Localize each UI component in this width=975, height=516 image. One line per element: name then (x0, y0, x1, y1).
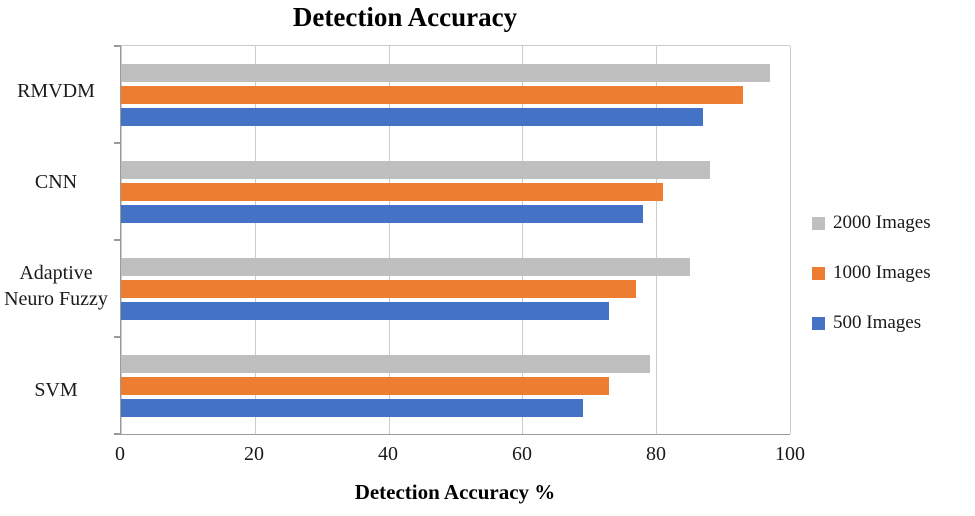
bar-group-adaptive-neuro-fuzzy (121, 257, 790, 320)
x-tick-20: 20 (244, 443, 264, 465)
bar-cnn-2000-images (121, 160, 710, 179)
legend-item-2000-images: 2000 Images (812, 212, 975, 234)
x-tick-100: 100 (775, 443, 805, 465)
legend-swatch-500-images (812, 316, 825, 330)
y-axis-tick-mark (114, 45, 121, 47)
legend-item-500-images: 500 Images (812, 312, 975, 334)
y-axis-tick-mark (114, 336, 121, 338)
bar-group-svm (121, 354, 790, 417)
x-axis-title: Detection Accuracy % (354, 480, 556, 504)
bar-rmvdm-500-images (121, 107, 704, 126)
plot-area (114, 45, 791, 435)
bar-cnn-1000-images (121, 182, 663, 201)
bar-svm-1000-images (121, 376, 610, 395)
legend-label-500-images: 500 Images (833, 312, 922, 333)
x-axis-tick-labels: 0 20 40 60 80 100 (115, 443, 805, 469)
gridline-100 (790, 46, 791, 434)
category-label-cnn: CNN (34, 170, 78, 193)
bar-adaptive-neuro-fuzzy-500-images (121, 301, 610, 320)
y-axis-tick-mark (114, 433, 121, 435)
gridline-60 (522, 46, 524, 434)
legend-swatch-1000-images (812, 266, 825, 280)
legend-label-2000-images: 2000 Images (833, 212, 931, 233)
legend-swatch-2000-images (812, 216, 825, 230)
legend-item-1000-images: 1000 Images (812, 262, 975, 284)
x-tick-40: 40 (378, 443, 398, 465)
bar-adaptive-neuro-fuzzy-1000-images (121, 279, 637, 298)
gridline-40 (388, 46, 390, 434)
x-tick-60: 60 (512, 443, 532, 465)
chart-title: Detection Accuracy (292, 2, 518, 32)
category-label-svm: SVM (34, 378, 78, 401)
x-tick-0: 0 (115, 443, 125, 465)
gridline-80 (656, 46, 658, 434)
bar-group-rmvdm (121, 63, 790, 126)
legend: 2000 Images 1000 Images 500 Images (812, 212, 975, 334)
y-axis-tick-mark (114, 142, 121, 144)
y-axis-category-labels: RMVDM CNN Adaptive Neuro Fuzzy SVM (0, 45, 112, 435)
bar-group-cnn (121, 160, 790, 223)
gridline-20 (254, 46, 256, 434)
bar-adaptive-neuro-fuzzy-2000-images (121, 257, 690, 276)
bar-cnn-500-images (121, 204, 643, 223)
bar-rmvdm-2000-images (121, 63, 770, 82)
y-axis-tick-mark (114, 239, 121, 241)
gridline-0 (121, 46, 122, 434)
bar-svm-2000-images (121, 354, 650, 373)
category-label-rmvdm: RMVDM (17, 79, 95, 102)
bar-svm-500-images (121, 398, 583, 417)
category-label-adaptive-neuro-fuzzy: Adaptive Neuro Fuzzy (4, 261, 108, 310)
legend-label-1000-images: 1000 Images (833, 262, 931, 283)
x-tick-80: 80 (646, 443, 666, 465)
bar-rmvdm-1000-images (121, 85, 744, 104)
